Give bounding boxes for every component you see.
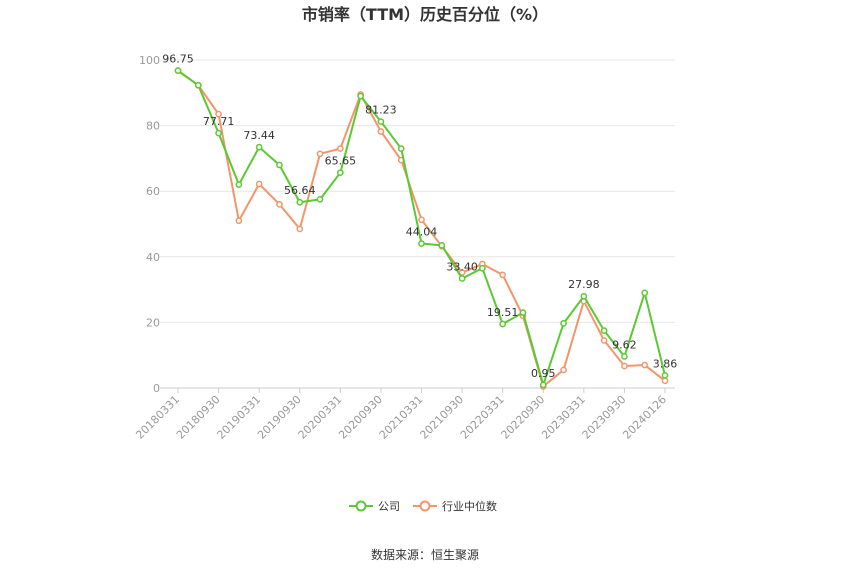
data-point xyxy=(600,337,608,344)
axes: 0204060801002018033120180930201903312019… xyxy=(133,54,675,442)
data-point xyxy=(661,371,669,379)
y-tick-label: 60 xyxy=(146,185,160,198)
data-point xyxy=(621,353,628,360)
data-label: 81.23 xyxy=(365,104,397,117)
data-point xyxy=(519,309,527,316)
data-label: 56.64 xyxy=(284,184,316,197)
data-point xyxy=(357,92,364,100)
data-point xyxy=(276,161,283,169)
data-point xyxy=(641,289,649,297)
grid xyxy=(160,59,675,323)
y-tick-label: 100 xyxy=(139,54,160,67)
data-point xyxy=(235,181,243,188)
legend-label: 行业中位数 xyxy=(442,499,497,513)
data-point xyxy=(580,292,588,300)
data-point xyxy=(255,180,263,188)
data-point xyxy=(194,81,202,89)
data-label: 65.65 xyxy=(325,155,357,168)
data-point xyxy=(600,327,608,334)
data-point xyxy=(336,169,344,177)
data-label: 96.75 xyxy=(162,53,194,66)
data-point xyxy=(336,145,344,152)
chart-title: 市销率（TTM）历史百分位（%） xyxy=(302,5,548,24)
data-point xyxy=(438,241,446,249)
data-point xyxy=(316,196,324,203)
legend-marker xyxy=(419,500,431,512)
data-point xyxy=(296,198,304,206)
data-label: 9.62 xyxy=(612,338,637,351)
x-tick-label: 20240126 xyxy=(620,393,669,442)
data-point xyxy=(418,240,425,247)
y-tick-label: 40 xyxy=(146,251,160,264)
data-point xyxy=(316,150,324,158)
data-point xyxy=(539,381,547,389)
data-point xyxy=(560,366,567,374)
data-source: 数据来源：恒生聚源 xyxy=(371,547,479,562)
legend-item-0[interactable]: 公司 xyxy=(349,500,400,513)
data-point xyxy=(661,377,669,385)
y-tick-label: 20 xyxy=(146,316,160,329)
data-point xyxy=(276,200,283,208)
data-labels: 96.75 77.71 73.44 56.64 65.65 81.23 44.04 33.40… xyxy=(162,53,677,380)
data-point xyxy=(499,320,507,328)
data-point xyxy=(235,217,243,225)
legend-item-1[interactable]: 行业中位数 xyxy=(413,499,497,513)
data-point xyxy=(215,129,222,137)
y-tick-label: 80 xyxy=(146,120,160,133)
data-label: 33.40 xyxy=(446,260,478,273)
data-point xyxy=(397,145,405,152)
y-tick-label: 0 xyxy=(153,382,160,395)
legend[interactable]: 公司 行业中位数 xyxy=(349,499,497,513)
data-point xyxy=(215,110,222,118)
data-point xyxy=(458,275,466,282)
legend-marker xyxy=(355,500,367,512)
legend-label: 公司 xyxy=(378,500,400,513)
series xyxy=(174,67,669,390)
data-label: 3.86 xyxy=(653,357,678,370)
data-label: 19.51 xyxy=(487,306,519,319)
data-label: 0.95 xyxy=(531,367,556,380)
data-point xyxy=(560,320,567,327)
data-point xyxy=(377,118,385,125)
data-point xyxy=(418,216,425,224)
data-point xyxy=(296,225,304,233)
data-label: 77.71 xyxy=(203,115,235,128)
data-point xyxy=(479,264,486,272)
data-point xyxy=(174,67,182,75)
data-label: 44.04 xyxy=(406,226,438,239)
data-point xyxy=(621,362,628,370)
data-label: 73.44 xyxy=(243,129,275,142)
data-point xyxy=(255,143,263,151)
data-point xyxy=(377,128,385,135)
data-point xyxy=(499,271,507,279)
data-point xyxy=(641,361,649,369)
data-label: 27.98 xyxy=(568,278,600,291)
